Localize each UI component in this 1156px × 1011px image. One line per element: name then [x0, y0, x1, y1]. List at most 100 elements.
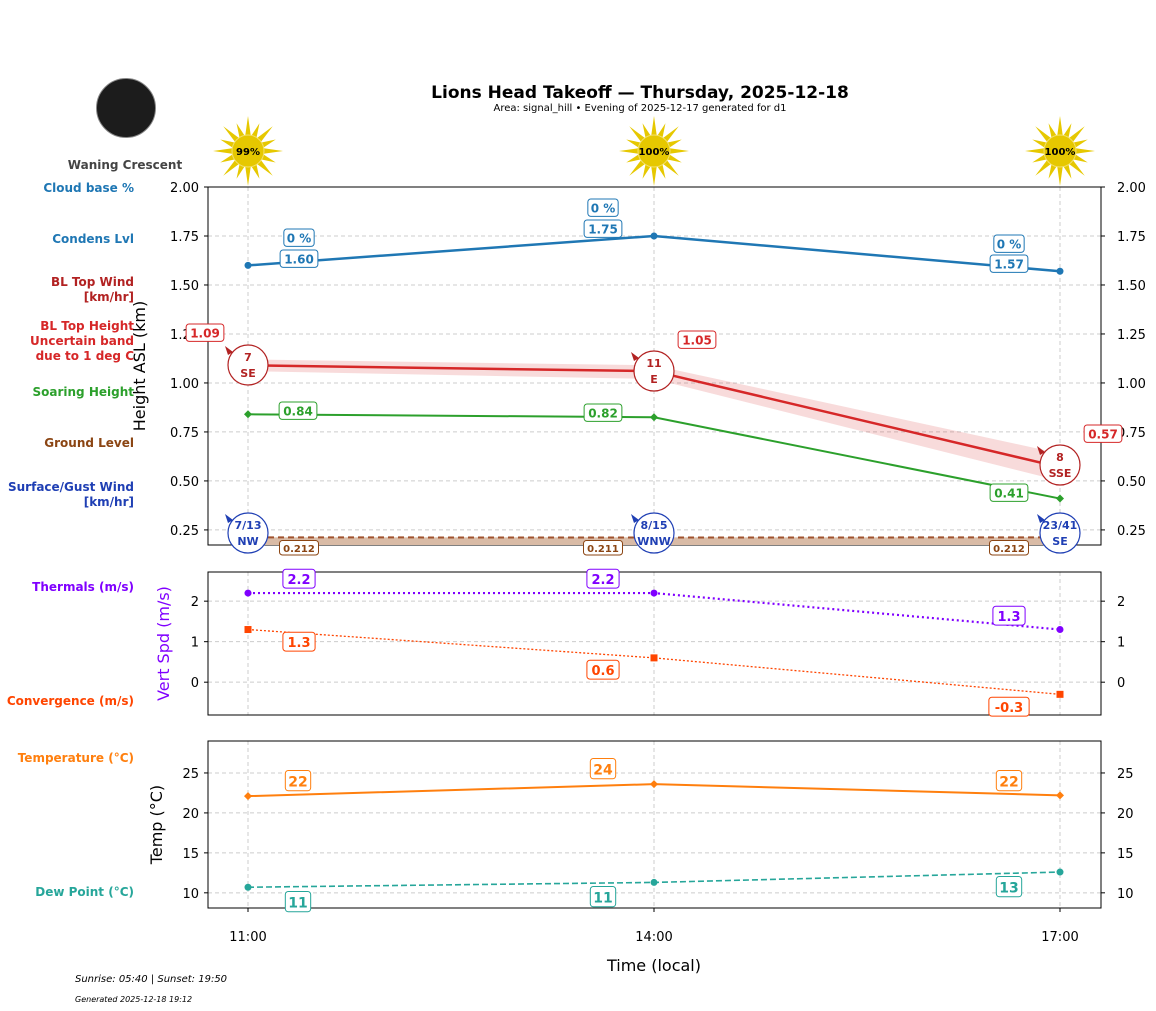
sun-ray	[220, 154, 235, 163]
footer-generated: Generated 2025-12-18 19:12	[75, 995, 193, 1004]
bl-top-label-text: 1.09	[190, 327, 220, 341]
soaring-label: 0.82	[583, 403, 623, 422]
thermals-label-text: 2.2	[591, 573, 614, 588]
sun-ray	[1075, 148, 1095, 154]
temperature-point	[244, 792, 252, 801]
sun-ray	[245, 166, 251, 186]
temperature-label-text: 22	[999, 774, 1018, 790]
bl-top-label-text: 1.05	[682, 334, 712, 348]
ground-label-box	[583, 540, 623, 556]
y-tick-label-right: 1	[1117, 636, 1125, 651]
y-tick-label-right: 25	[1117, 767, 1134, 782]
soaring-point	[650, 413, 658, 422]
temperature-point	[650, 780, 658, 789]
sun-ray	[642, 164, 651, 179]
ground-label: 0.212	[989, 540, 1029, 556]
temperature-label-box	[284, 770, 312, 792]
ground-label-text: 0.212	[993, 544, 1025, 555]
sun-ray	[1057, 166, 1063, 186]
soaring-point	[244, 410, 252, 419]
wind-circle	[1039, 444, 1081, 486]
wind-direction: SE	[1052, 535, 1067, 548]
condens-label-text: 1.60	[284, 253, 314, 267]
sun-disc	[231, 134, 265, 168]
wind-direction: NW	[237, 535, 258, 548]
y-tick-label: 1.50	[170, 279, 199, 294]
sun-ray	[223, 126, 239, 142]
wind-direction: SSE	[1049, 467, 1072, 480]
convergence-label-text: -0.3	[995, 701, 1023, 716]
thermals-label: 2.2	[586, 568, 620, 589]
sun-ray	[245, 116, 251, 136]
convergence-label: 0.6	[586, 659, 620, 680]
condens-point	[650, 232, 658, 240]
dew-point-label-box	[284, 891, 312, 913]
sun-ray	[1048, 164, 1057, 179]
y-tick-label-right: 10	[1117, 887, 1134, 902]
sun-disc	[637, 134, 671, 168]
wind-speed: 7	[244, 351, 252, 364]
sun-ray	[629, 126, 645, 142]
cloud-pct-label-box	[587, 198, 619, 217]
bl-top-wind-marker: 8 SSE	[1037, 444, 1081, 486]
condens-label: 1.60	[279, 249, 319, 268]
temperature-point	[1056, 791, 1064, 800]
thermals-label-box	[992, 605, 1026, 626]
cloud-pct-label-text: 0 %	[287, 232, 312, 246]
temperature-label: 24	[589, 758, 617, 780]
moon-icon	[96, 78, 156, 138]
y-tick-label: 10	[182, 887, 199, 902]
ground-label: 0.212	[279, 540, 319, 556]
ground-label-box	[989, 540, 1029, 556]
side-label-bl-top: due to 1 deg C	[36, 349, 135, 363]
sun-ray	[669, 148, 689, 154]
convergence-label-box	[282, 631, 316, 652]
cloud-pct-label-text: 0 %	[997, 238, 1022, 252]
thermals-point	[244, 589, 252, 597]
condens-point	[1056, 267, 1064, 275]
y-axis-label: Vert Spd (m/s)	[154, 586, 173, 701]
y-tick-label-right: 1.75	[1117, 230, 1146, 245]
wind-circle	[227, 512, 269, 554]
temperature-label-text: 22	[288, 774, 307, 790]
sun-ray	[236, 164, 245, 179]
y-tick-label-right: 0.25	[1117, 524, 1146, 539]
sun-ray	[1035, 160, 1051, 176]
y-axis-label: Temp (°C)	[147, 785, 166, 865]
sun-ray	[223, 160, 239, 176]
side-label-cloud-base: Cloud base %	[43, 181, 134, 195]
convergence-label-box	[988, 696, 1030, 717]
sun-icon: 99%	[213, 116, 283, 186]
dew-point-label-box	[995, 876, 1023, 898]
surface-wind-marker: 8/15 WNW	[631, 512, 675, 554]
soaring-label-box	[583, 403, 623, 422]
side-label-surface-wind: Surface/Gust Wind	[8, 480, 134, 494]
temperature-label: 22	[284, 770, 312, 792]
cloud-pct-label: 0 %	[587, 198, 619, 217]
wind-arrow-icon	[631, 514, 639, 523]
dew-point-label-text: 13	[999, 880, 1018, 896]
condens-label-text: 1.75	[588, 223, 618, 237]
temperature-label-text: 24	[593, 762, 613, 778]
dew-point-label-text: 11	[593, 890, 612, 906]
sun-ray	[651, 116, 657, 136]
condens-label: 1.75	[583, 219, 623, 238]
wind-speed: 8	[1056, 451, 1064, 464]
y-tick-label-right: 0	[1117, 676, 1125, 691]
sun-ray	[657, 123, 666, 138]
sun-percent-label: 100%	[1045, 147, 1076, 158]
y-tick-label: 25	[182, 767, 199, 782]
sun-percent-label: 100%	[639, 147, 670, 158]
thermals-label-text: 2.2	[287, 573, 310, 588]
ground-label-text: 0.211	[587, 544, 619, 555]
ground-label: 0.211	[583, 540, 623, 556]
y-axis-label: Height ASL (km)	[130, 301, 149, 431]
soaring-point	[1056, 494, 1064, 503]
bl-top-label-text: 0.57	[1088, 428, 1118, 442]
soaring-label: 0.41	[989, 483, 1029, 502]
y-tick-label: 0.50	[170, 475, 199, 490]
convergence-point	[1056, 690, 1064, 698]
sun-disc	[1043, 134, 1077, 168]
wind-arrow-icon	[225, 346, 233, 355]
